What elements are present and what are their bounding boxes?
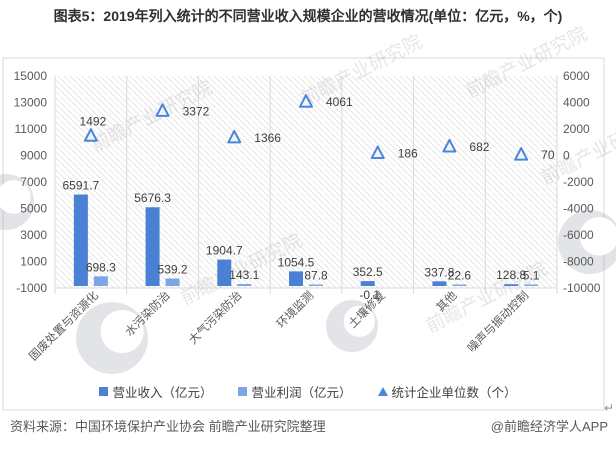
data-label-revenue: 6591.7 bbox=[63, 179, 100, 193]
data-label-profit: 539.2 bbox=[158, 263, 188, 277]
triangle-marker bbox=[442, 138, 457, 153]
value-axis-tick-right: 6000 bbox=[563, 69, 590, 83]
watermark-logo-icon bbox=[0, 180, 31, 214]
value-axis-tick-right: -2000 bbox=[563, 175, 594, 189]
data-label-revenue: 1904.7 bbox=[206, 244, 243, 258]
chart-legend: 营业收入（亿元） 营业利润（亿元） 统计企业单位数（个） bbox=[10, 382, 606, 400]
data-label-profit: 22.6 bbox=[448, 269, 472, 283]
bar-revenue bbox=[432, 281, 447, 286]
triangle-marker bbox=[299, 94, 313, 108]
value-axis-tick-right: -4000 bbox=[563, 202, 594, 216]
data-label-units: 186 bbox=[398, 147, 418, 161]
line-break-mark: ↵ bbox=[604, 401, 615, 415]
bar-profit bbox=[93, 276, 108, 286]
bar-revenue bbox=[73, 194, 88, 286]
data-label-units: 682 bbox=[469, 140, 489, 154]
data-label-profit: -0.1 bbox=[359, 288, 380, 302]
source-row: 资料来源：中国环境保护产业协会 前瞻产业研究院整理 @前瞻经济学人APP bbox=[10, 416, 608, 435]
legend-item-units: 统计企业单位数（个） bbox=[377, 382, 517, 401]
triangle-marker bbox=[514, 147, 529, 161]
value-axis-tick-left: 3000 bbox=[20, 228, 47, 242]
value-axis-tick-left: 9000 bbox=[20, 149, 47, 163]
watermark-logo-icon bbox=[343, 305, 375, 337]
data-label-profit: 87.8 bbox=[304, 269, 328, 283]
value-axis-tick-left: 15000 bbox=[14, 69, 48, 83]
legend-square-profit-icon bbox=[238, 386, 248, 396]
triangle-marker bbox=[83, 128, 98, 142]
bar-profit bbox=[452, 284, 467, 286]
bar-profit bbox=[165, 278, 180, 286]
bar-revenue bbox=[217, 259, 232, 286]
value-axis-tick-right: -6000 bbox=[563, 228, 594, 242]
value-axis-tick-left: 11000 bbox=[15, 122, 48, 136]
triangle-marker bbox=[370, 145, 385, 160]
bar-revenue bbox=[289, 271, 303, 286]
value-axis-tick-left: 5000 bbox=[20, 202, 47, 216]
source-text: 资料来源：中国环境保护产业协会 前瞻产业研究院整理 bbox=[10, 419, 326, 434]
data-label-revenue: 128.8 bbox=[496, 268, 526, 282]
value-axis-tick-right: -8000 bbox=[563, 255, 594, 269]
data-label-revenue: 5676.3 bbox=[134, 191, 171, 205]
legend-item-profit: 营业利润（亿元） bbox=[238, 382, 352, 401]
value-axis-tick-left: 13000 bbox=[14, 96, 48, 110]
triangle-marker bbox=[227, 129, 242, 144]
data-label-units: 1366 bbox=[254, 131, 281, 145]
legend-label-revenue: 营业收入（亿元） bbox=[112, 385, 213, 400]
data-label-units: 4061 bbox=[326, 95, 353, 109]
value-axis-tick-right: 4000 bbox=[563, 96, 590, 110]
data-label-revenue: 1054.5 bbox=[278, 255, 315, 269]
data-label-units: 70 bbox=[541, 148, 555, 162]
data-label-revenue: 337.8 bbox=[424, 265, 454, 279]
data-label-units: 1492 bbox=[80, 115, 107, 129]
value-axis-tick-right: 0 bbox=[563, 149, 570, 163]
legend-square-revenue-icon bbox=[99, 386, 109, 396]
bar-revenue bbox=[360, 281, 375, 286]
data-label-profit: 143.1 bbox=[229, 268, 259, 282]
data-label-profit: 5.1 bbox=[523, 269, 540, 283]
bar-profit bbox=[309, 284, 323, 286]
value-axis-tick-right: 2000 bbox=[563, 122, 590, 136]
legend-triangle-icon bbox=[377, 386, 388, 396]
bar-revenue bbox=[145, 207, 160, 286]
bar-revenue bbox=[504, 284, 519, 286]
legend-label-units: 统计企业单位数（个） bbox=[391, 385, 517, 400]
triangle-marker bbox=[155, 103, 170, 117]
bar-profit bbox=[237, 284, 252, 286]
value-axis-tick-left: -1000 bbox=[16, 281, 47, 295]
plot-area-hatch bbox=[55, 76, 557, 288]
legend-label-profit: 营业利润（亿元） bbox=[251, 385, 352, 400]
value-axis-tick-right: -10000 bbox=[563, 281, 601, 295]
watermark-logo-icon bbox=[100, 309, 144, 354]
data-label-profit: 698.3 bbox=[86, 260, 116, 274]
credit-text: @前瞻经济学人APP bbox=[490, 419, 608, 434]
bar-profit bbox=[524, 284, 539, 286]
legend-item-revenue: 营业收入（亿元） bbox=[99, 382, 212, 401]
data-label-units: 3372 bbox=[183, 104, 210, 118]
value-axis-tick-left: 7000 bbox=[20, 175, 47, 189]
data-label-revenue: 352.5 bbox=[353, 265, 383, 279]
value-axis-tick-left: 1000 bbox=[20, 255, 47, 269]
chart-title: 图表5：2019年列入统计的不同营业收入规模企业的营收情况(单位：亿元，%，个) bbox=[53, 8, 563, 24]
watermark-logo-icon bbox=[579, 217, 616, 256]
